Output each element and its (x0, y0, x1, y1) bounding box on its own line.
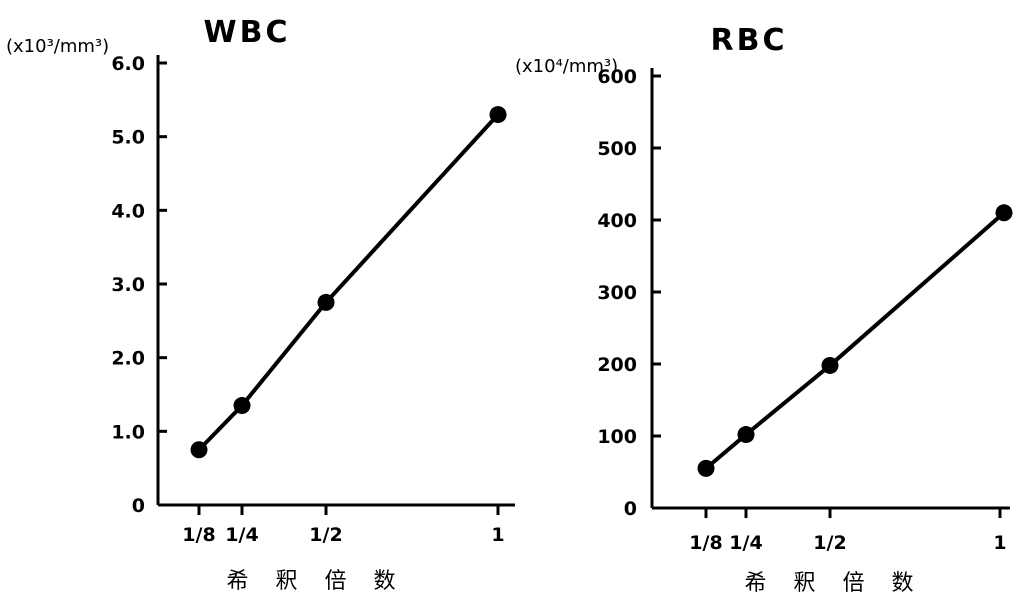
chart-title: WBC (204, 15, 291, 50)
series-line-segment (828, 211, 1006, 367)
y-tick-label: 0 (624, 498, 637, 520)
data-point (737, 426, 755, 444)
y-tick-label: 2.0 (111, 348, 145, 370)
y-axis-unit-label: (x10⁴/mm³) (515, 56, 618, 77)
series-line-segment (240, 301, 328, 407)
y-tick-label: 400 (597, 210, 637, 232)
chart-1: RBC (x10⁴/mm³) 0 100 200 300 400 500 600 1/8 1/4 1/… (515, 23, 1013, 596)
y-tick-label: 500 (597, 138, 637, 160)
data-point (697, 459, 715, 477)
x-tick-label: 1/4 (225, 524, 258, 546)
x-tick-label: 1/8 (182, 524, 215, 546)
y-tick-label: 3.0 (111, 274, 145, 296)
y-tick-label: 0 (132, 495, 145, 517)
x-tick-label: 1 (993, 532, 1006, 554)
chart-title: RBC (711, 23, 788, 58)
data-point (233, 397, 251, 415)
y-tick-label: 300 (597, 282, 637, 304)
y-tick-label: 600 (597, 66, 637, 88)
y-tick-label: 5.0 (111, 127, 145, 149)
series-line-segment (324, 113, 500, 304)
x-tick-label: 1/8 (689, 532, 722, 554)
series-line-segment (744, 363, 832, 437)
series-line-segment (197, 404, 244, 452)
x-tick-label: 1/2 (309, 524, 342, 546)
data-point (821, 356, 839, 374)
x-tick-label: 1 (491, 524, 504, 546)
data-point (995, 204, 1013, 222)
series-line-segment (704, 433, 748, 470)
x-tick-label: 1/2 (813, 532, 846, 554)
y-tick-label: 4.0 (111, 200, 145, 222)
y-tick-label: 100 (597, 426, 637, 448)
data-point (190, 441, 208, 459)
data-point (317, 293, 335, 311)
y-axis-unit-label: (x10³/mm³) (6, 36, 109, 57)
chart-0: WBC (x10³/mm³) 0 1.0 2.0 3.0 4.0 5.0 6.0 1/8 1/4 1/… (6, 15, 515, 594)
y-tick-label: 6.0 (111, 53, 145, 75)
x-tick-label: 1/4 (729, 532, 762, 554)
y-tick-label: 200 (597, 354, 637, 376)
y-tick-label: 1.0 (111, 421, 145, 443)
data-point (489, 106, 507, 124)
x-axis-label: 希 釈 倍 数 (227, 569, 406, 594)
x-axis-label: 希 釈 倍 数 (745, 571, 924, 596)
